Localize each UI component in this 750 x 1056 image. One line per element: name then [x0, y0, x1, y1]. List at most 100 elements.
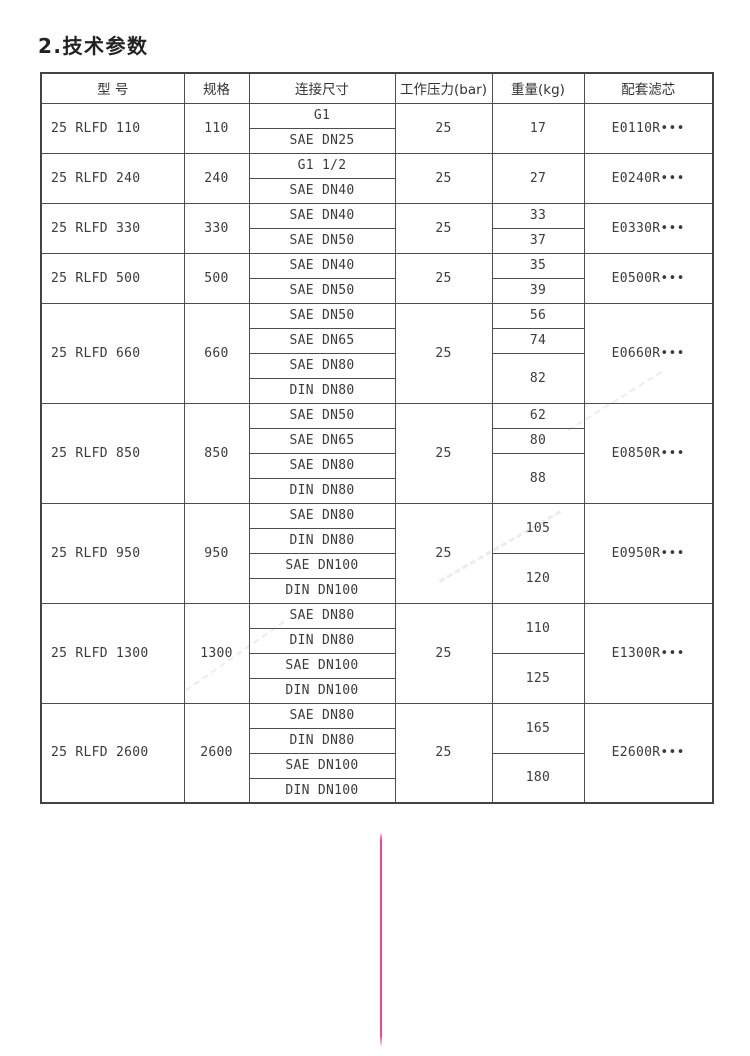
connection-cell: SAE DN100: [248, 652, 396, 679]
spec-cell: 950: [183, 502, 250, 604]
weight-cell: 74: [491, 327, 585, 354]
technical-parameters-table: 型 号 规格 连接尺寸 工作压力(bar) 重量(kg) 配套滤芯 25 RLF…: [40, 72, 714, 804]
table-row: DIN DN80: [41, 377, 713, 404]
filter-cell: E0500R•••: [583, 252, 714, 304]
connection-cell: SAE DN100: [248, 752, 396, 779]
connection-cell: DIN DN100: [248, 677, 396, 704]
weight-cell: 88: [491, 452, 585, 504]
connection-cell: SAE DN100: [248, 552, 396, 579]
table-row: SAE DN80 88: [41, 452, 713, 504]
connection-cell: SAE DN80: [248, 602, 396, 629]
spec-cell: 240: [183, 152, 250, 204]
weight-cell: 110: [491, 602, 585, 654]
pressure-cell: 25: [394, 402, 493, 504]
model-cell: 25 RLFD 2600: [40, 702, 185, 804]
pressure-cell: 25: [394, 202, 493, 254]
connection-cell: DIN DN80: [248, 477, 396, 504]
connection-cell: SAE DN80: [248, 702, 396, 729]
connection-cell: SAE DN80: [248, 502, 396, 529]
spec-cell: 2600: [183, 702, 250, 804]
table-row: DIN DN80: [41, 477, 713, 504]
table-row: SAE DN50 39: [41, 277, 713, 304]
table-row: SAE DN40: [41, 177, 713, 204]
table-row: SAE DN100 180: [41, 752, 713, 804]
connection-cell: DIN DN80: [248, 627, 396, 654]
weight-cell: 62: [491, 402, 585, 429]
filter-cell: E0240R•••: [583, 152, 714, 204]
model-cell: 25 RLFD 1300: [40, 602, 185, 704]
weight-cell: 35: [491, 252, 585, 279]
connection-cell: SAE DN80: [248, 452, 396, 479]
filter-cell: E0110R•••: [583, 102, 714, 154]
weight-cell: 56: [491, 302, 585, 329]
table-row: 25 RLFD 240 240 G1 1/2 25 27 E0240R•••: [40, 152, 714, 204]
weight-cell: 105: [491, 502, 585, 554]
pressure-cell: 25: [394, 602, 493, 704]
weight-cell: 82: [491, 352, 585, 404]
pressure-cell: 25: [394, 102, 493, 154]
table-row: SAE DN80 82: [41, 352, 713, 404]
weight-cell: 120: [491, 552, 585, 604]
page-divider-line: [380, 834, 382, 1046]
model-cell: 25 RLFD 110: [40, 102, 185, 154]
connection-cell: G1: [248, 102, 396, 129]
table-row: DIN DN80: [41, 527, 713, 554]
filter-cell: E2600R•••: [583, 702, 714, 804]
spec-cell: 500: [183, 252, 250, 304]
connection-cell: SAE DN65: [248, 327, 396, 354]
connection-cell: SAE DN50: [248, 227, 396, 254]
weight-cell: 17: [491, 102, 585, 154]
pressure-cell: 25: [394, 702, 493, 804]
table-row: DIN DN100: [41, 777, 713, 804]
model-cell: 25 RLFD 240: [40, 152, 185, 204]
table-row: 25 RLFD 850 850 SAE DN50 25 62 E0850R•••: [40, 402, 714, 504]
table-row: 25 RLFD 330 330 SAE DN40 25 33 E0330R•••: [40, 202, 714, 254]
spec-cell: 1300: [183, 602, 250, 704]
pressure-cell: 25: [394, 152, 493, 204]
table-row: 25 RLFD 2600 2600 SAE DN80 25 165 E2600R•••: [40, 702, 714, 804]
connection-cell: DIN DN100: [248, 577, 396, 604]
column-header-model: 型 号: [40, 72, 185, 104]
table-row: SAE DN50 37: [41, 227, 713, 254]
filter-cell: E0850R•••: [583, 402, 714, 504]
filter-cell: E0660R•••: [583, 302, 714, 404]
weight-cell: 37: [491, 227, 585, 254]
connection-cell: SAE DN25: [248, 127, 396, 154]
table-row: DIN DN80: [41, 727, 713, 754]
connection-cell: SAE DN50: [248, 302, 396, 329]
connection-cell: DIN DN100: [248, 777, 396, 804]
model-cell: 25 RLFD 330: [40, 202, 185, 254]
table-row: DIN DN100: [41, 677, 713, 704]
spec-cell: 660: [183, 302, 250, 404]
pressure-cell: 25: [394, 252, 493, 304]
weight-cell: 33: [491, 202, 585, 229]
table-row: 25 RLFD 660 660 SAE DN50 25 56 E0660R•••: [40, 302, 714, 404]
spec-cell: 330: [183, 202, 250, 254]
connection-cell: DIN DN80: [248, 377, 396, 404]
spec-cell: 850: [183, 402, 250, 504]
model-cell: 25 RLFD 660: [40, 302, 185, 404]
weight-cell: 27: [491, 152, 585, 204]
column-header-pressure: 工作压力(bar): [394, 72, 493, 104]
table-row: 25 RLFD 950 950 SAE DN80 25 105 E0950R•••: [40, 502, 714, 604]
weight-cell: 180: [491, 752, 585, 804]
model-cell: 25 RLFD 950: [40, 502, 185, 604]
table-row: 25 RLFD 1300 1300 SAE DN80 25 110 E1300R•••: [40, 602, 714, 704]
model-cell: 25 RLFD 500: [40, 252, 185, 304]
connection-cell: SAE DN40: [248, 252, 396, 279]
header-row: 型 号 规格 连接尺寸 工作压力(bar) 重量(kg) 配套滤芯: [40, 72, 714, 104]
pressure-cell: 25: [394, 502, 493, 604]
table-row: 25 RLFD 500 500 SAE DN40 25 35 E0500R•••: [40, 252, 714, 304]
connection-cell: DIN DN80: [248, 527, 396, 554]
weight-cell: 80: [491, 427, 585, 454]
column-header-connection: 连接尺寸: [248, 72, 396, 104]
weight-cell: 165: [491, 702, 585, 754]
column-header-filter: 配套滤芯: [583, 72, 714, 104]
connection-cell: SAE DN40: [248, 177, 396, 204]
filter-cell: E0950R•••: [583, 502, 714, 604]
page-title: 2.技术参数: [38, 34, 149, 58]
table-row: 25 RLFD 110 110 G1 25 17 E0110R•••: [40, 102, 714, 154]
table-row: SAE DN25: [41, 127, 713, 154]
spec-cell: 110: [183, 102, 250, 154]
